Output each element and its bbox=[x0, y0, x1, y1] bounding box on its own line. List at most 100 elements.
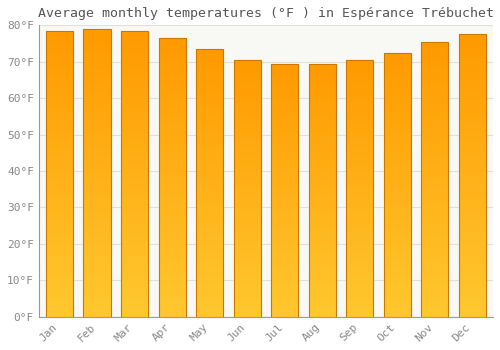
Bar bbox=[459, 285, 486, 288]
Bar bbox=[271, 130, 298, 133]
Bar bbox=[234, 127, 260, 131]
Bar bbox=[346, 288, 374, 291]
Bar bbox=[121, 195, 148, 199]
Bar bbox=[234, 256, 260, 259]
Bar bbox=[46, 31, 73, 317]
Bar bbox=[384, 72, 411, 76]
Bar bbox=[346, 140, 374, 143]
Bar bbox=[271, 155, 298, 159]
Bar bbox=[459, 274, 486, 278]
Bar bbox=[384, 208, 411, 211]
Bar bbox=[234, 160, 260, 163]
Bar bbox=[308, 307, 336, 310]
Bar bbox=[196, 270, 223, 273]
Bar bbox=[271, 307, 298, 310]
Bar bbox=[121, 274, 148, 278]
Bar bbox=[158, 125, 186, 129]
Bar bbox=[346, 201, 374, 204]
Bar bbox=[271, 73, 298, 76]
Bar bbox=[84, 72, 110, 76]
Bar bbox=[84, 130, 110, 133]
Bar bbox=[459, 119, 486, 122]
Bar bbox=[308, 152, 336, 155]
Bar bbox=[346, 79, 374, 82]
Bar bbox=[46, 288, 73, 292]
Bar bbox=[271, 86, 298, 89]
Bar bbox=[422, 286, 448, 289]
Bar bbox=[84, 173, 110, 176]
Bar bbox=[46, 202, 73, 206]
Bar bbox=[234, 211, 260, 214]
Bar bbox=[121, 156, 148, 160]
Bar bbox=[346, 211, 374, 214]
Bar bbox=[346, 89, 374, 92]
Bar bbox=[121, 192, 148, 195]
Bar bbox=[346, 214, 374, 217]
Bar bbox=[196, 220, 223, 223]
Bar bbox=[234, 265, 260, 269]
Bar bbox=[46, 120, 73, 124]
Bar bbox=[121, 267, 148, 270]
Bar bbox=[346, 153, 374, 156]
Bar bbox=[234, 111, 260, 114]
Bar bbox=[308, 70, 336, 73]
Bar bbox=[121, 292, 148, 295]
Bar bbox=[422, 49, 448, 52]
Bar bbox=[271, 140, 298, 143]
Bar bbox=[196, 72, 223, 76]
Bar bbox=[384, 267, 411, 271]
Bar bbox=[346, 249, 374, 253]
Bar bbox=[234, 166, 260, 169]
Bar bbox=[459, 243, 486, 246]
Bar bbox=[422, 203, 448, 207]
Bar bbox=[459, 126, 486, 130]
Bar bbox=[459, 222, 486, 225]
Bar bbox=[46, 270, 73, 274]
Bar bbox=[84, 270, 110, 274]
Bar bbox=[422, 186, 448, 190]
Bar bbox=[384, 310, 411, 314]
Bar bbox=[196, 49, 223, 52]
Bar bbox=[84, 105, 110, 108]
Bar bbox=[346, 102, 374, 105]
Bar bbox=[234, 140, 260, 143]
Bar bbox=[46, 156, 73, 160]
Bar bbox=[121, 163, 148, 167]
Bar bbox=[158, 135, 186, 139]
Bar bbox=[271, 64, 298, 67]
Bar bbox=[121, 224, 148, 228]
Bar bbox=[459, 200, 486, 204]
Bar bbox=[384, 109, 411, 112]
Bar bbox=[234, 76, 260, 79]
Bar bbox=[158, 129, 186, 132]
Bar bbox=[46, 163, 73, 167]
Bar bbox=[346, 265, 374, 269]
Bar bbox=[346, 253, 374, 256]
Bar bbox=[346, 92, 374, 95]
Bar bbox=[158, 87, 186, 90]
Bar bbox=[158, 62, 186, 66]
Bar bbox=[308, 127, 336, 130]
Bar bbox=[46, 188, 73, 192]
Bar bbox=[84, 180, 110, 184]
Bar bbox=[196, 280, 223, 283]
Bar bbox=[158, 132, 186, 135]
Bar bbox=[234, 195, 260, 198]
Bar bbox=[271, 310, 298, 314]
Bar bbox=[308, 133, 336, 136]
Bar bbox=[46, 102, 73, 106]
Bar bbox=[422, 272, 448, 275]
Bar bbox=[234, 144, 260, 147]
Bar bbox=[84, 126, 110, 130]
Bar bbox=[46, 138, 73, 142]
Bar bbox=[234, 275, 260, 278]
Bar bbox=[346, 137, 374, 140]
Bar bbox=[271, 304, 298, 307]
Bar bbox=[271, 70, 298, 73]
Bar bbox=[422, 141, 448, 145]
Bar bbox=[384, 155, 411, 158]
Bar bbox=[271, 168, 298, 171]
Bar bbox=[422, 159, 448, 162]
Bar bbox=[271, 146, 298, 149]
Bar bbox=[121, 92, 148, 95]
